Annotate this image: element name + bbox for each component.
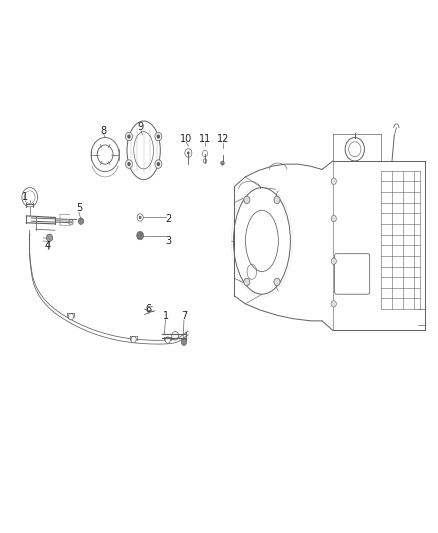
Circle shape (139, 216, 141, 219)
Circle shape (157, 134, 160, 139)
Circle shape (157, 162, 160, 166)
Circle shape (331, 258, 336, 264)
Text: 3: 3 (166, 236, 172, 246)
Text: 11: 11 (199, 134, 211, 143)
Text: 2: 2 (166, 214, 172, 223)
Circle shape (131, 336, 136, 343)
Circle shape (274, 196, 280, 204)
Circle shape (127, 162, 131, 166)
Circle shape (165, 337, 170, 343)
Text: 1: 1 (162, 311, 169, 321)
Circle shape (125, 160, 132, 168)
Text: 4: 4 (44, 241, 50, 251)
Circle shape (155, 132, 162, 141)
Circle shape (181, 339, 187, 345)
Circle shape (155, 160, 162, 168)
Text: 12: 12 (217, 134, 230, 143)
Text: 1: 1 (22, 192, 28, 202)
Circle shape (125, 132, 132, 141)
Text: 9: 9 (137, 122, 143, 132)
Text: 5: 5 (76, 203, 82, 213)
Circle shape (127, 134, 131, 139)
Circle shape (68, 313, 74, 320)
Text: 10: 10 (180, 134, 192, 143)
Text: 8: 8 (101, 126, 107, 135)
Circle shape (187, 151, 190, 155)
Circle shape (78, 218, 84, 224)
Text: 6: 6 (146, 304, 152, 314)
Text: 7: 7 (181, 311, 187, 321)
Circle shape (137, 231, 144, 240)
Circle shape (46, 234, 53, 241)
Circle shape (221, 161, 224, 165)
Circle shape (331, 178, 336, 184)
Circle shape (331, 301, 336, 307)
Circle shape (331, 215, 336, 222)
Circle shape (244, 278, 250, 286)
Circle shape (244, 196, 250, 204)
Circle shape (274, 278, 280, 286)
